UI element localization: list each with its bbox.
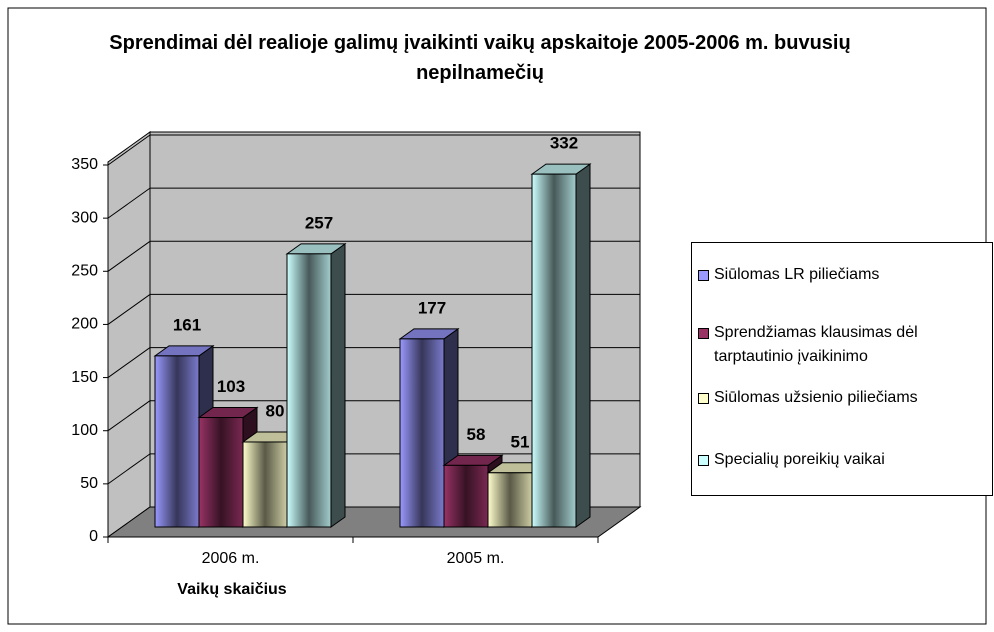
legend-swatch — [698, 393, 709, 404]
data-label: 161 — [173, 315, 201, 334]
grid-line — [107, 347, 151, 378]
legend-item: Siūlomas užsienio piliečiams — [698, 386, 988, 410]
bar — [242, 441, 288, 528]
legend-label: Specialių poreikių vaikai — [714, 451, 885, 468]
bar — [399, 338, 445, 528]
y-tick-label: 250 — [71, 263, 98, 280]
data-label: 80 — [266, 401, 285, 420]
legend-label: Siūlomas užsienio piliečiams — [714, 389, 918, 406]
legend-swatch — [698, 455, 709, 466]
bar — [487, 472, 533, 528]
bar — [443, 464, 489, 528]
y-tick-label: 0 — [89, 528, 98, 545]
bar — [531, 173, 577, 528]
chart-title: Sprendimai dėl realioje galimų įvaikinti… — [109, 32, 851, 84]
y-tick-label: 50 — [80, 475, 98, 492]
legend-item: Siūlomas LR piliečiams — [698, 263, 988, 287]
legend-item: Sprendžiamas klausimas dėl tarptautinio … — [698, 321, 988, 369]
y-tick-label: 350 — [71, 156, 98, 173]
bar-side — [330, 242, 346, 528]
data-label: 58 — [467, 425, 486, 444]
data-label: 103 — [217, 377, 245, 396]
data-label: 257 — [305, 213, 333, 232]
legend-label: Sprendžiamas klausimas dėl tarptautinio … — [714, 324, 918, 365]
bar-side — [575, 163, 591, 528]
legend: Siūlomas LR piliečiams Sprendžiamas klaus… — [691, 242, 993, 496]
legend-swatch — [698, 270, 709, 281]
grid-line — [107, 400, 151, 432]
grid-line — [107, 453, 151, 485]
x-tick-label: 2006 m. — [202, 550, 260, 567]
grid-line — [107, 134, 151, 166]
y-tick-label: 300 — [71, 209, 98, 226]
grid-line — [107, 294, 151, 325]
legend-item: Specialių poreikių vaikai — [698, 448, 988, 472]
legend-label: Siūlomas LR piliečiams — [714, 266, 880, 283]
bar — [154, 355, 200, 528]
bar — [286, 253, 332, 528]
grid-line — [107, 187, 151, 219]
grid-line — [107, 240, 151, 272]
data-label: 51 — [511, 432, 530, 451]
bar — [198, 417, 244, 528]
legend-swatch — [698, 328, 709, 339]
x-axis-label: Vaikų skaičius — [177, 581, 287, 598]
y-tick-label: 100 — [71, 422, 98, 439]
x-tick-label: 2005 m. — [447, 550, 505, 567]
data-label: 332 — [550, 134, 578, 153]
data-label: 177 — [418, 298, 446, 317]
y-tick-label: 150 — [71, 369, 98, 386]
y-tick-label: 200 — [71, 316, 98, 333]
